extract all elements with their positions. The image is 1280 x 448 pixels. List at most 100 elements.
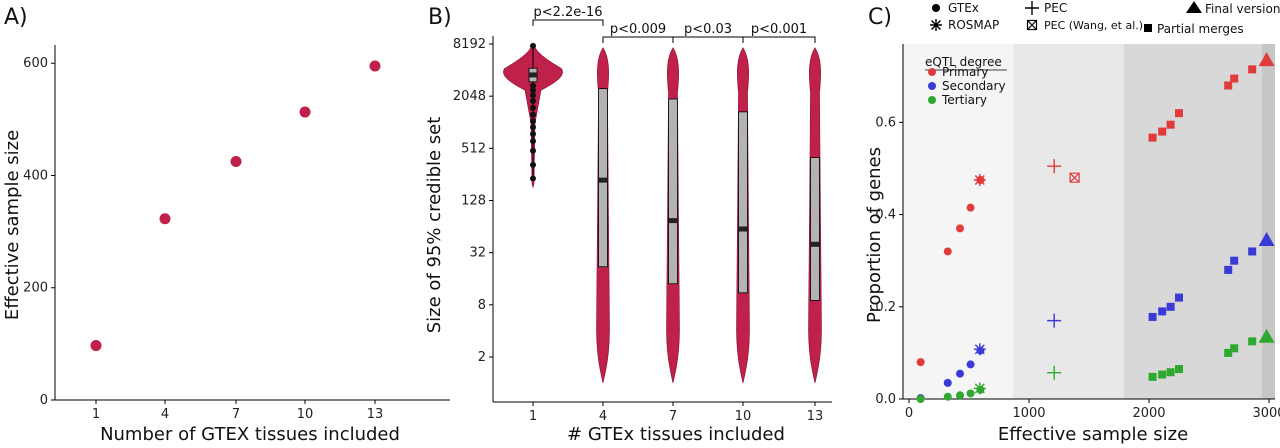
panel-b-bracket xyxy=(602,36,674,43)
panel-c-point-circle xyxy=(943,378,952,387)
panel-b-ytick-label: 8192 xyxy=(453,37,486,52)
panel-b-xtick-label: 1 xyxy=(529,409,537,424)
panel-c-legend-title: eQTL degree xyxy=(925,55,1002,69)
panel-c-point-circle xyxy=(966,203,975,212)
panel-c-legend-label: Tertiary xyxy=(941,93,987,107)
panel-b-median xyxy=(529,72,537,78)
panel-a-ytick-label: 400 xyxy=(23,168,48,183)
panel-c-point-square xyxy=(1148,133,1157,142)
panel-b-pvalue: p<2.2e-16 xyxy=(533,5,602,20)
panel-a-point xyxy=(90,340,102,352)
panel-c-point-boxx xyxy=(1026,19,1038,31)
panel-c-ylabel: Proportion of genes xyxy=(864,147,885,323)
panel-b-outlier xyxy=(530,175,536,182)
panel-b-outlier xyxy=(530,104,536,111)
panel-c-point-square xyxy=(1224,265,1233,274)
panel-a-xtick-label: 13 xyxy=(367,407,384,422)
panel-c-point-plus xyxy=(1047,159,1062,174)
panel-c-point-plus xyxy=(1047,313,1062,328)
panel-a-ylabel: Effective sample size xyxy=(2,130,23,320)
panel-c-legend-source: Final version xyxy=(1205,2,1280,16)
panel-b-xlabel: # GTEx tissues included xyxy=(567,424,785,445)
panel-c-legend-square xyxy=(1144,24,1152,32)
panel-c-point-square xyxy=(1224,348,1233,357)
panel-c-legend-marker xyxy=(928,82,936,90)
panel-c-point-square xyxy=(1158,127,1167,136)
panel-b: B) Size of 95% credible set # GTEx tissu… xyxy=(424,5,832,445)
panel-c-point-triangle xyxy=(1258,328,1275,343)
panel-c-ytick-label: 0.4 xyxy=(875,208,896,223)
panel-c-point-asterisk xyxy=(930,19,942,31)
panel-b-outlier xyxy=(530,111,536,118)
panel-b-xtick-label: 4 xyxy=(599,409,607,424)
panel-c-point-asterisk xyxy=(973,343,986,356)
panel-c-point-circle xyxy=(956,224,964,233)
panel-b-xtick-label: 13 xyxy=(807,409,824,424)
panel-b-ytick-label: 8 xyxy=(478,298,486,313)
panel-b-bracket xyxy=(742,36,816,43)
panel-c-point-square xyxy=(1158,307,1167,316)
panel-a-xtick-label: 7 xyxy=(232,407,240,422)
panel-c-legend-marker xyxy=(928,68,936,76)
panel-a-xtick-label: 10 xyxy=(297,407,314,422)
panel-c-ytick-label: 0.0 xyxy=(875,392,896,407)
panel-c-xtick-label: 2000 xyxy=(1132,406,1165,421)
panel-c-point-square xyxy=(1230,256,1239,265)
panel-b-box xyxy=(668,98,678,285)
panel-c-point-asterisk xyxy=(973,174,986,187)
panel-b-median xyxy=(668,218,678,224)
panel-c-legend-source: PEC (Wang, et al.) xyxy=(1044,19,1143,32)
panel-a-point xyxy=(230,155,242,167)
panel-b-bracket xyxy=(672,36,744,43)
panel-c-band xyxy=(1013,44,1124,399)
panel-c-point-square xyxy=(1224,81,1233,90)
panel-c-point-square xyxy=(1175,293,1183,302)
panel-c-point-plus xyxy=(1025,1,1039,15)
panel-b-outlier xyxy=(530,161,536,168)
panel-c-point-circle xyxy=(956,391,964,400)
panel-c-bands xyxy=(903,44,1275,399)
panel-b-label: B) xyxy=(428,5,452,30)
panel-c-xtick-label: 1000 xyxy=(1012,406,1045,421)
panel-c-point-square xyxy=(1248,337,1257,346)
panel-a-point xyxy=(159,213,171,225)
panel-a-label: A) xyxy=(4,5,28,30)
panel-b-ytick-label: 2048 xyxy=(453,89,486,104)
panel-c-marks: 0.0 0.2 0.4 0.6 0 1000 2000 3000 xyxy=(875,44,1280,421)
panel-b-ytick-label: 128 xyxy=(461,194,486,209)
panel-b-outlier xyxy=(530,147,536,154)
panel-c-point-circle xyxy=(956,369,964,378)
panel-c-point-square xyxy=(1166,368,1175,377)
panel-c-legend-source: PEC xyxy=(1044,1,1067,15)
panel-b-outlier xyxy=(530,124,536,131)
panel-b-ytick-label: 512 xyxy=(461,141,486,156)
panel-c-legend-triangle xyxy=(1186,1,1202,13)
panel-c-point-circle xyxy=(966,389,975,398)
panel-a: A) Effective sample size Number of GTEX … xyxy=(2,5,450,445)
panel-c-point-circle xyxy=(943,392,952,401)
panel-a-xlabel: Number of GTEX tissues included xyxy=(100,424,400,445)
panel-a-xtick-label: 4 xyxy=(161,407,169,422)
panel-c-xlabel: Effective sample size xyxy=(998,424,1188,445)
panel-c-ytick-label: 0.2 xyxy=(875,300,896,315)
panel-c-point-circle xyxy=(932,4,940,12)
panel-b-ytick-label: 2 xyxy=(478,350,486,365)
panel-c-band xyxy=(1123,44,1262,399)
panel-b-pvalue: p<0.001 xyxy=(751,22,807,37)
panel-b-xtick-label: 10 xyxy=(735,409,752,424)
panel-c-band xyxy=(1261,44,1275,399)
panel-c-point-square xyxy=(1158,370,1167,379)
panel-c-legend-source: Partial merges xyxy=(1157,22,1244,36)
panel-b-marks: 2 8 32 128 512 2048 8192 1 4 7 10 13 p<2.2e-16 p<0.00… xyxy=(453,5,832,424)
panel-c-xtick-label: 0 xyxy=(905,406,913,421)
panel-c-point-plus xyxy=(1047,365,1062,380)
panel-a-ytick-label: 0 xyxy=(40,393,48,408)
panel-c-point-square xyxy=(1166,302,1175,311)
panel-b-median xyxy=(810,241,820,247)
panel-c-point-triangle xyxy=(1258,231,1275,246)
panel-c-legend-source: GTEx xyxy=(948,1,979,15)
panel-a-point xyxy=(369,60,381,72)
panel-c-point-triangle xyxy=(1258,52,1275,67)
panel-c-legend-label: Primary xyxy=(942,65,988,79)
panel-c-point-square xyxy=(1248,65,1257,74)
